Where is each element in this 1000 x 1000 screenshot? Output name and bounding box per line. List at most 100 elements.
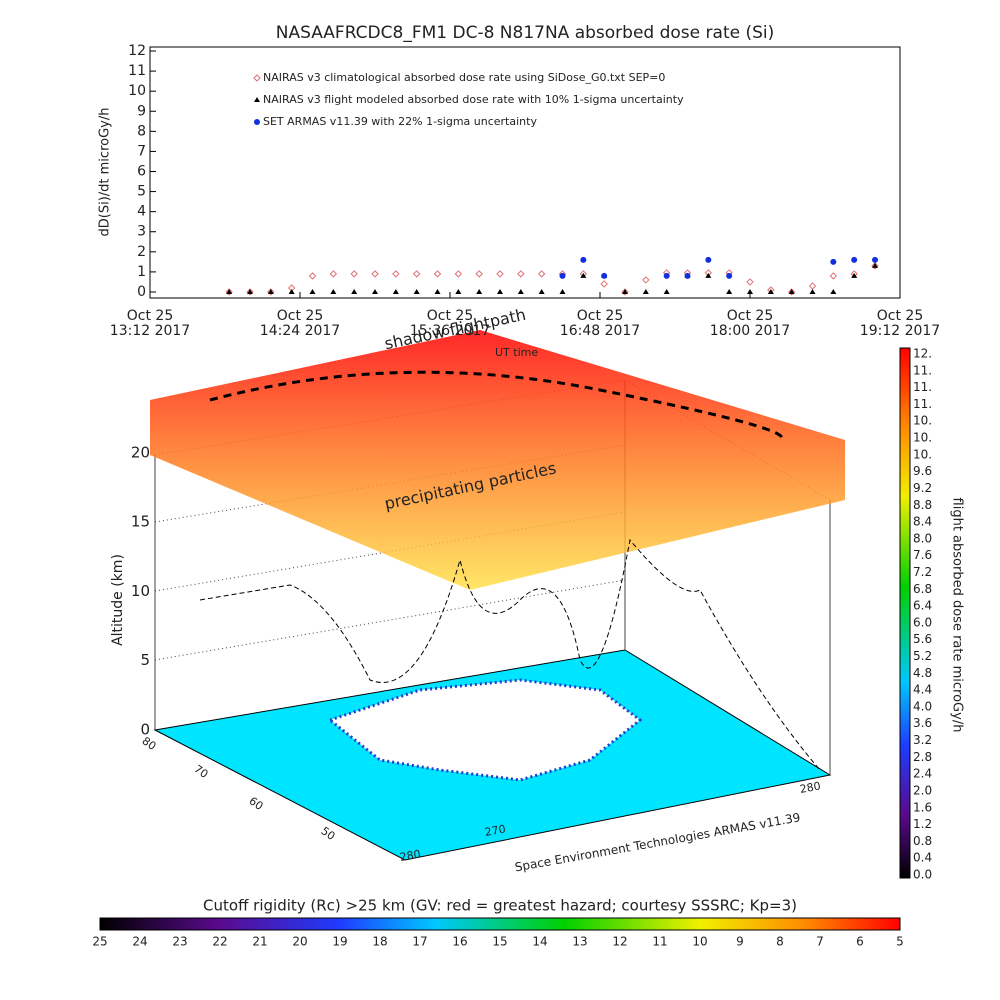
colorbar-label: 6 (856, 935, 864, 949)
scene-label: 280 (399, 847, 422, 863)
data-point (475, 270, 483, 278)
scene-label: 50 (319, 824, 338, 843)
data-point (247, 288, 253, 294)
colorbar-label: 24 (132, 935, 147, 949)
scene-label: Altitude (km) (110, 554, 126, 646)
colorbar-label: 15 (492, 935, 507, 949)
y-tick-label: 12 (128, 43, 146, 59)
colorbar-label: 2.8 (913, 750, 932, 764)
data-point (663, 288, 670, 294)
colorbar-label: 11. (913, 380, 932, 394)
data-point (600, 280, 608, 288)
colorbar-label: 4.0 (913, 699, 932, 713)
colorbar-label: 4.8 (913, 666, 932, 680)
colorbar-label: 7.6 (913, 548, 932, 562)
x-tick-label: Oct 25 (577, 308, 623, 324)
scene-label: UT time (495, 346, 538, 359)
data-point (371, 270, 379, 278)
colorbar-label: 0.8 (913, 834, 932, 848)
data-point (413, 288, 420, 294)
data-point (330, 288, 337, 294)
scene-label: 60 (247, 794, 266, 813)
dose-colorbar (899, 347, 911, 879)
data-point (454, 270, 463, 278)
y-tick-label: 6 (137, 163, 146, 179)
data-point (622, 288, 628, 294)
colorbar-label: 12. (913, 347, 932, 361)
data-point (642, 288, 649, 294)
data-point (767, 288, 774, 294)
data-point (434, 288, 441, 294)
data-point (351, 288, 358, 294)
colorbar-label: 17 (412, 935, 427, 949)
data-point (746, 278, 754, 286)
data-point (726, 288, 733, 294)
chart-title: NASAAFRCDC8_FM1 DC-8 N817NA absorbed dos… (276, 23, 775, 43)
shadow-flightpath (209, 370, 784, 442)
colorbar-label: 20 (292, 935, 307, 949)
data-point (226, 288, 233, 294)
data-point (663, 272, 670, 279)
colorbar-label: 8.0 (913, 531, 932, 545)
legend-label: NAIRAS v3 flight modeled absorbed dose r… (263, 93, 684, 106)
colorbar-label: 0.4 (913, 851, 932, 865)
legend-label: SET ARMAS v11.39 with 22% 1-sigma uncert… (263, 115, 537, 128)
colorbar-label: 10. (913, 414, 932, 428)
data-point (496, 270, 504, 278)
colorbar-label: 8 (776, 935, 784, 949)
x-tick-label: 16:48 2017 (560, 323, 640, 339)
colorbar-label: 2.0 (913, 783, 932, 797)
x-tick-label: 15:36 2017 (410, 323, 490, 339)
x-tick-label: Oct 25 (277, 308, 323, 324)
data-point (308, 272, 317, 280)
scene-label: 15 (131, 513, 150, 531)
colorbar-label: 21 (252, 935, 267, 949)
colorbar-label: 8.8 (913, 498, 932, 512)
data-point (267, 288, 274, 294)
data-point (309, 288, 316, 294)
colorbar-label: 11. (913, 397, 932, 411)
data-point (872, 262, 878, 268)
data-point (809, 288, 816, 294)
y-tick-label: 0 (137, 284, 146, 300)
y-tick-label: 2 (137, 244, 146, 260)
top-chart: NASAAFRCDC8_FM1 DC-8 N817NA absorbed dos… (98, 23, 941, 339)
data-point (246, 288, 254, 296)
legend-marker (253, 74, 261, 82)
legend-marker (254, 97, 260, 102)
data-point (288, 288, 295, 294)
colorbar-label: 9 (736, 935, 744, 949)
data-point (705, 272, 712, 278)
data-point (559, 288, 566, 294)
scene-label: 20 (131, 443, 150, 461)
data-point (329, 270, 338, 278)
data-point (808, 282, 817, 290)
data-point (788, 288, 795, 294)
data-point (851, 272, 858, 278)
data-point (412, 270, 421, 278)
y-tick-label: 3 (137, 224, 146, 240)
x-tick-label: Oct 25 (427, 308, 473, 324)
y-tick-label: 9 (137, 103, 146, 119)
colorbar-label: 4.4 (913, 683, 932, 697)
x-tick-label: Oct 25 (877, 308, 923, 324)
x-tick-label: 19:12 2017 (860, 323, 940, 339)
x-tick-label: Oct 25 (127, 308, 173, 324)
data-point (580, 272, 587, 278)
colorbar-label: 5.6 (913, 632, 932, 646)
colorbar-label: 10. (913, 431, 932, 445)
colorbar-label: 10 (692, 935, 707, 949)
data-point (455, 288, 462, 294)
colorbar-label: 25 (92, 935, 107, 949)
dose-layers (150, 330, 845, 590)
data-point (350, 270, 358, 278)
y-tick-label: 11 (128, 63, 146, 79)
colorbar-label: 6.8 (913, 582, 932, 596)
colorbar-label: 6.4 (913, 599, 932, 613)
x-tick-label: 14:24 2017 (260, 323, 340, 339)
data-point (392, 270, 400, 278)
scene-label: 5 (140, 651, 150, 669)
land (326, 678, 643, 782)
colorbar-label: 8.4 (913, 515, 932, 529)
data-point (476, 288, 483, 294)
